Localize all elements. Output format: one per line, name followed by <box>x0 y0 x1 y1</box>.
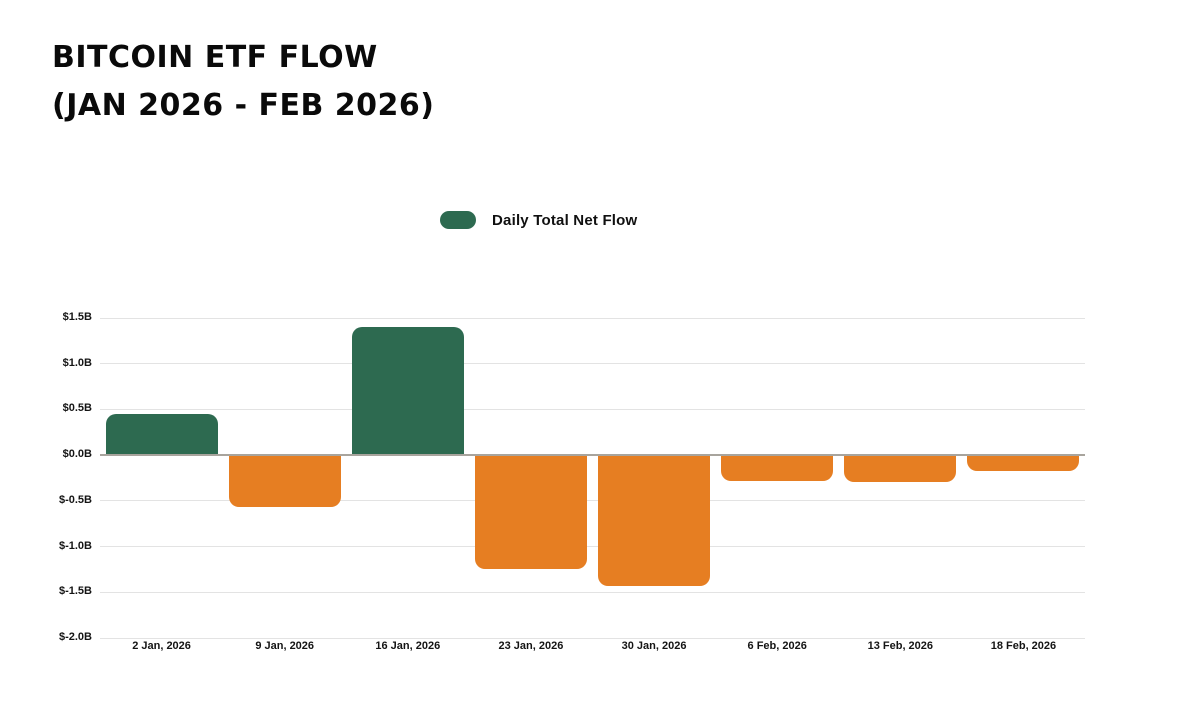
bar <box>721 455 834 481</box>
y-tick-label: $-1.5B <box>58 585 92 598</box>
bar <box>351 327 464 456</box>
bar <box>228 455 341 508</box>
bar <box>967 455 1080 471</box>
gridline <box>100 500 1085 502</box>
bar <box>844 455 957 482</box>
gridline <box>100 591 1085 593</box>
x-tick-label: 9 Jan, 2026 <box>255 640 315 652</box>
gridline <box>100 546 1085 548</box>
y-tick-label: $1.5B <box>62 311 92 323</box>
bar <box>598 455 711 586</box>
y-tick-label: $0.0B <box>62 448 92 461</box>
y-tick-label: $1.0B <box>62 356 92 369</box>
x-tick-label: 16 Jan, 2026 <box>375 640 441 652</box>
bar <box>105 414 218 456</box>
x-tick-label: 13 Feb, 2026 <box>867 640 934 652</box>
legend-swatch-icon <box>440 211 476 229</box>
chart-title-line2: (JAN 2026 - FEB 2026) <box>52 88 435 123</box>
gridline <box>100 363 1085 365</box>
legend: Daily Total Net Flow <box>440 211 637 229</box>
x-tick-label: 6 Feb, 2026 <box>747 640 807 652</box>
y-tick-label: $-1.0B <box>58 539 92 552</box>
zero-axis-line <box>100 454 1085 457</box>
y-tick-label: $0.5B <box>62 402 92 415</box>
legend-label: Daily Total Net Flow <box>492 211 638 229</box>
bar <box>474 455 587 569</box>
x-tick-label: 23 Jan, 2026 <box>498 640 564 652</box>
x-tick-label: 2 Jan, 2026 <box>132 640 191 652</box>
plot-area <box>100 317 1085 639</box>
gridline <box>100 408 1085 410</box>
x-tick-label: 30 Jan, 2026 <box>621 640 687 652</box>
chart-title-line1: BITCOIN ETF FLOW <box>52 40 378 75</box>
gridline <box>100 637 1085 639</box>
gridline <box>100 317 1085 319</box>
y-tick-label: $-0.5B <box>58 493 92 506</box>
chart-title: BITCOIN ETF FLOW (JAN 2026 - FEB 2026) <box>52 34 434 130</box>
x-tick-label: 18 Feb, 2026 <box>990 640 1057 652</box>
y-tick-label: $-2.0B <box>58 631 92 643</box>
